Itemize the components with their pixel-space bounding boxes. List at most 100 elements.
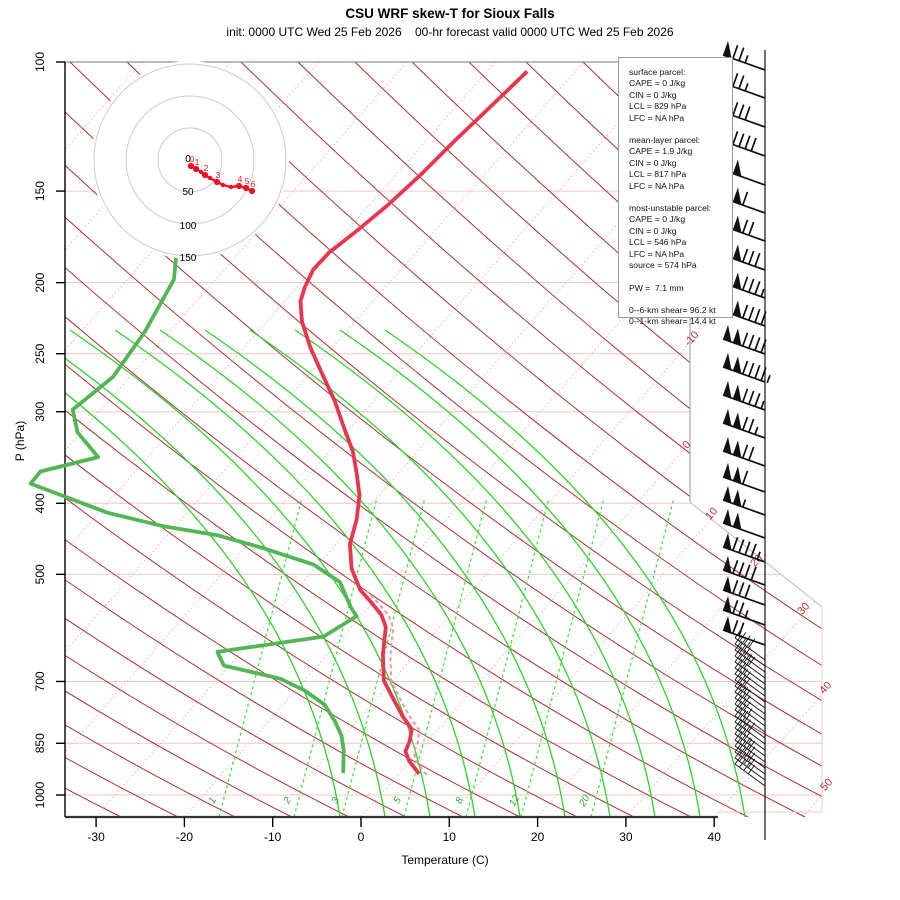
wind-barb: [722, 485, 766, 516]
temp-tick-label: 0: [358, 830, 365, 844]
hodograph-point: [242, 184, 250, 192]
legend-line: CAPE = 0 J/kg: [629, 214, 686, 225]
hodograph-point-label: 2: [204, 163, 209, 173]
wind-barb: [734, 736, 766, 769]
hodograph-point: [220, 182, 226, 188]
temperature-axis: -30 -20 -10 0 10 20 30 40: [87, 817, 721, 844]
legend-line: source = 574 hPa: [629, 260, 697, 271]
isotherm-label: 10: [703, 505, 720, 522]
legend-gap: [629, 124, 732, 135]
hodograph-point-label: 1: [195, 157, 200, 167]
hodograph-point: [201, 171, 209, 179]
pressure-tick-label: 400: [33, 493, 47, 513]
legend-line: LCL = 546 hPa: [629, 237, 687, 248]
legend-line: LCL = 829 hPa: [629, 101, 687, 112]
parcel-curve: [365, 590, 428, 776]
hodograph-point: [213, 178, 221, 186]
hodograph-point: [207, 175, 213, 181]
pressure-tick-label: 100: [33, 52, 47, 72]
moist-adiabat-lines: [65, 329, 746, 817]
parcel-info-box: surface parcel: CAPE = 0 J/kg CIN = 0 J/kg…: [618, 57, 733, 326]
hodograph-point-label: 6: [251, 179, 256, 189]
wind-barb: [734, 700, 766, 733]
pressure-tick-label: 850: [33, 733, 47, 753]
wind-barb: [734, 730, 766, 763]
hodograph-point-label: 5: [245, 176, 250, 186]
hodograph-point: [248, 187, 256, 195]
wind-barb: [722, 532, 766, 563]
wind-barb: [734, 754, 766, 787]
pressure-tick-label: 300: [33, 401, 47, 421]
hodograph-point-label: 3: [216, 170, 221, 180]
legend-section-title: PW = 7.1 mm: [629, 282, 684, 293]
hodograph-ring-label: 50: [182, 187, 194, 198]
legend-gap: [629, 294, 732, 305]
temp-tick-label: -10: [264, 830, 282, 844]
wind-barb: [734, 634, 766, 667]
mixing-ratio-label: 5: [392, 795, 405, 806]
wind-barb: [734, 676, 766, 709]
legend-gap: [629, 192, 732, 203]
wind-barb: [734, 694, 766, 727]
temp-tick-label: 10: [443, 830, 457, 844]
legend-line: CIN = 0 J/kg: [629, 89, 677, 100]
legend-section-title: surface parcel:: [629, 67, 686, 77]
temperature-curve: [298, 70, 529, 776]
wind-barb: [722, 436, 766, 467]
isotherm-label: 40: [817, 679, 834, 696]
wind-barb: [734, 664, 766, 697]
wind-barb: [734, 652, 766, 685]
hodograph-ring: [93, 63, 287, 257]
legend-line: 0--1-km shear= 14.4 kt: [629, 316, 716, 327]
legend-line: CAPE = 0 J/kg: [629, 78, 686, 89]
legend-line: CIN = 0 J/kg: [629, 225, 677, 236]
wind-barb: [734, 646, 766, 679]
temp-tick-label: 30: [619, 830, 633, 844]
wind-barb: [734, 742, 766, 775]
wind-barb: [722, 555, 766, 586]
wind-barb: [734, 718, 766, 751]
hodograph-point: [228, 184, 234, 190]
wind-barb: [734, 640, 766, 673]
pressure-axis: 100 150 200 250 300 400 500 700 850 1000: [33, 52, 65, 808]
hodograph-ring-label: 0: [185, 154, 191, 165]
pressure-tick-label: 1000: [33, 781, 47, 808]
wind-barb: [734, 670, 766, 703]
legend-section-title: mean-layer parcel:: [629, 135, 701, 146]
wind-barb: [722, 508, 766, 539]
y-axis-label: P (hPa): [13, 420, 27, 462]
mixing-ratio-labels: 1 2 3 5 8 12 20: [207, 793, 593, 809]
pressure-tick-label: 150: [33, 181, 47, 201]
hodograph-ring: [157, 127, 223, 193]
wind-barb: [734, 712, 766, 745]
legend-gap: [629, 272, 732, 283]
hodograph-point: [192, 165, 200, 173]
isotherm-label: 0: [680, 439, 693, 452]
chart-subtitle: init: 0000 UTC Wed 25 Feb 2026 00-hr for…: [226, 25, 674, 39]
temp-tick-label: -20: [176, 830, 194, 844]
page-title: CSU WRF skew-T for Sioux Falls: [345, 6, 555, 21]
hodograph-point: [235, 182, 243, 190]
wind-barb: [734, 658, 766, 691]
pressure-tick-label: 250: [33, 343, 47, 363]
isotherm-label: 50: [818, 776, 835, 793]
mixing-ratio-label: 8: [454, 795, 467, 806]
hodograph-point-label: 4: [238, 174, 243, 184]
hodograph-ring: [125, 95, 255, 225]
legend-line: LCL = 817 hPa: [629, 169, 687, 180]
mixing-ratio-label: 1: [207, 796, 219, 806]
hodograph-point-label: 0: [190, 154, 195, 164]
legend-line: LFC = NA hPa: [629, 248, 685, 259]
temp-tick-label: -30: [87, 830, 105, 844]
mixing-ratio-label: 2: [281, 795, 294, 807]
legend-line: CIN = 0 J/kg: [629, 157, 677, 168]
wind-barb: [734, 706, 766, 739]
hodograph-ring-label: 150: [180, 253, 197, 264]
hodograph: 0 50 100 150 0 123 4 5 6: [91, 61, 289, 264]
legend-section-title: 0--6-km shear= 96.2 kt: [629, 304, 716, 315]
x-axis-label: Temperature (C): [401, 853, 489, 867]
wind-barb: [734, 682, 766, 715]
wind-barb: [722, 408, 766, 439]
